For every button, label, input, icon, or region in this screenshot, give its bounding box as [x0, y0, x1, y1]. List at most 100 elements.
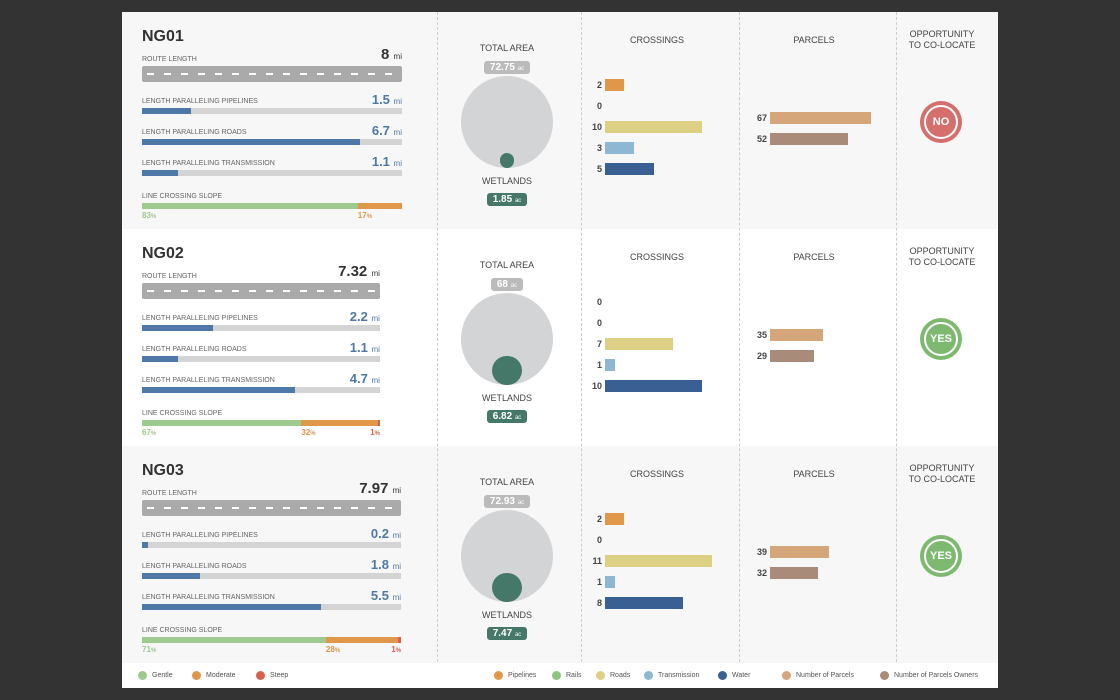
- paralleling-transmission-bar: [142, 387, 380, 393]
- crossing-roads-bar: [605, 555, 712, 567]
- crossing-transmission-count: 1: [596, 577, 602, 587]
- total-area-badge-wrap: 72.93 ac: [457, 491, 557, 509]
- wetlands-circle: [492, 572, 522, 602]
- crossings-title: CROSSINGS: [629, 469, 684, 479]
- value: 68: [496, 279, 508, 290]
- slope-bar: [142, 637, 401, 643]
- crossing-pipelines-bar: [605, 79, 625, 91]
- paralleling-roads-label: LENGTH PARALLELING ROADS: [142, 563, 247, 570]
- opportunity-title: OPPORTUNITY TO CO-LOCATE: [892, 246, 992, 268]
- slope-label: LINE CROSSING SLOPE: [142, 193, 223, 200]
- crossing-pipelines-count: 0: [596, 297, 602, 307]
- route-length-label: ROUTE LENGTH: [142, 490, 197, 497]
- slope-moderate-segment: [325, 637, 399, 643]
- slope-moderate-percent: 28%: [326, 645, 340, 656]
- total-area-badge: 72.93 ac: [483, 495, 531, 508]
- unit: mi: [393, 159, 402, 168]
- crossing-transmission-bar: [605, 359, 615, 371]
- value: 7.32: [338, 263, 368, 280]
- parcel-owners-count: 29: [756, 351, 767, 361]
- route-length-value: 7.32 mi: [338, 263, 380, 282]
- unit: mi: [392, 593, 402, 602]
- legend-dot-icon: [256, 670, 265, 680]
- crossing-transmission-bar: [605, 576, 615, 588]
- value: 17: [357, 211, 367, 220]
- legend-dot-icon: [880, 670, 889, 680]
- crossing-rails-count: 0: [596, 101, 602, 111]
- line: TO CO-LOCATE: [908, 257, 976, 267]
- slope-gentle-segment: [142, 420, 302, 426]
- slope-moderate-percent: 32%: [301, 428, 315, 439]
- opportunity-value: NO: [924, 105, 958, 139]
- slope-label: LINE CROSSING SLOPE: [142, 410, 223, 417]
- value: 72.93: [489, 496, 515, 507]
- unit: %: [334, 648, 341, 654]
- paralleling-pipelines-bar: [142, 325, 380, 331]
- paralleling-transmission-value: 5.5 mi: [371, 588, 401, 605]
- slope-steep-percent: 1%: [391, 645, 401, 656]
- crossing-roads-bar: [605, 121, 702, 133]
- slope-label: LINE CROSSING SLOPE: [142, 627, 223, 634]
- wetlands-label: WETLANDS: [481, 176, 532, 186]
- legend-dot-icon: [644, 670, 653, 680]
- crossing-rails-count: 0: [596, 535, 602, 545]
- crossing-roads-count: 7: [596, 339, 602, 349]
- crossing-water-count: 5: [596, 164, 602, 174]
- route-length-label: ROUTE LENGTH: [142, 273, 197, 280]
- route-row[interactable]: NG01 ROUTE LENGTH 8 mi LENGTH PARALLELING P…: [122, 12, 998, 229]
- paralleling-roads-label: LENGTH PARALLELING ROADS: [142, 346, 247, 353]
- paralleling-pipelines-fill: [142, 542, 149, 548]
- value: 1.1: [371, 154, 390, 169]
- legend-transmission: Transmission: [644, 662, 699, 688]
- legend-dot-icon: [718, 670, 727, 680]
- opportunity-title: OPPORTUNITY TO CO-LOCATE: [892, 463, 992, 485]
- parcel-parcels-count: 67: [756, 113, 767, 123]
- legend-dot-icon: [782, 670, 791, 680]
- wetlands-badge: 7.47 ac: [486, 627, 528, 640]
- paralleling-transmission-label: LENGTH PARALLELING TRANSMISSION: [142, 377, 275, 384]
- opportunity-yes-badge: YES: [920, 535, 962, 577]
- legend-parcels: Number of Parcels: [782, 662, 854, 688]
- parcel-parcels-count: 35: [756, 330, 767, 340]
- parcels-title: PARCELS: [793, 252, 835, 262]
- route-row[interactable]: NG03 ROUTE LENGTH 7.97 mi LENGTH PARALLELIN…: [122, 446, 998, 663]
- unit: ac: [517, 66, 525, 72]
- crossing-rails-count: 0: [596, 318, 602, 328]
- value: 6.7: [371, 123, 390, 138]
- value: 1.5: [371, 92, 390, 107]
- total-area-badge-wrap: 72.75 ac: [457, 57, 557, 75]
- value: 8: [381, 46, 390, 63]
- unit: ac: [514, 415, 522, 421]
- unit: ac: [514, 632, 522, 638]
- value: 4.7: [349, 371, 368, 386]
- value: 1: [370, 428, 375, 437]
- unit: mi: [393, 52, 402, 61]
- paralleling-roads-value: 6.7 mi: [372, 123, 402, 140]
- legend-roads: Roads: [596, 662, 630, 688]
- value: 1.1: [349, 340, 368, 355]
- legend-dot-icon: [192, 670, 201, 680]
- divider: [437, 12, 438, 662]
- route-length-label: ROUTE LENGTH: [142, 56, 197, 63]
- total-area-badge: 68 ac: [490, 278, 524, 291]
- paralleling-pipelines-bar: [142, 542, 402, 548]
- total-area-circle: [461, 76, 553, 168]
- route-row[interactable]: NG02 ROUTE LENGTH 7.32 mi LENGTH PARALLELIN…: [122, 229, 998, 446]
- route-name: NG02: [142, 245, 184, 262]
- total-area-badge: 72.75 ac: [483, 61, 531, 74]
- unit: %: [395, 648, 402, 654]
- wetlands-badge-wrap: 6.82 ac: [457, 406, 557, 424]
- wetlands-circle: [492, 355, 522, 385]
- paralleling-pipelines-label: LENGTH PARALLELING PIPELINES: [142, 98, 258, 105]
- line: TO CO-LOCATE: [908, 40, 976, 50]
- paralleling-transmission-label: LENGTH PARALLELING TRANSMISSION: [142, 594, 275, 601]
- opportunity-value: YES: [924, 322, 958, 356]
- unit: mi: [393, 128, 402, 137]
- unit: ac: [514, 198, 522, 204]
- value: 0.2: [370, 526, 389, 541]
- paralleling-transmission-value: 4.7 mi: [350, 371, 380, 388]
- line: OPPORTUNITY: [909, 29, 975, 39]
- parcels-title: PARCELS: [793, 35, 835, 45]
- parcel-owners-bar: [770, 350, 814, 362]
- paralleling-transmission-fill: [142, 604, 321, 610]
